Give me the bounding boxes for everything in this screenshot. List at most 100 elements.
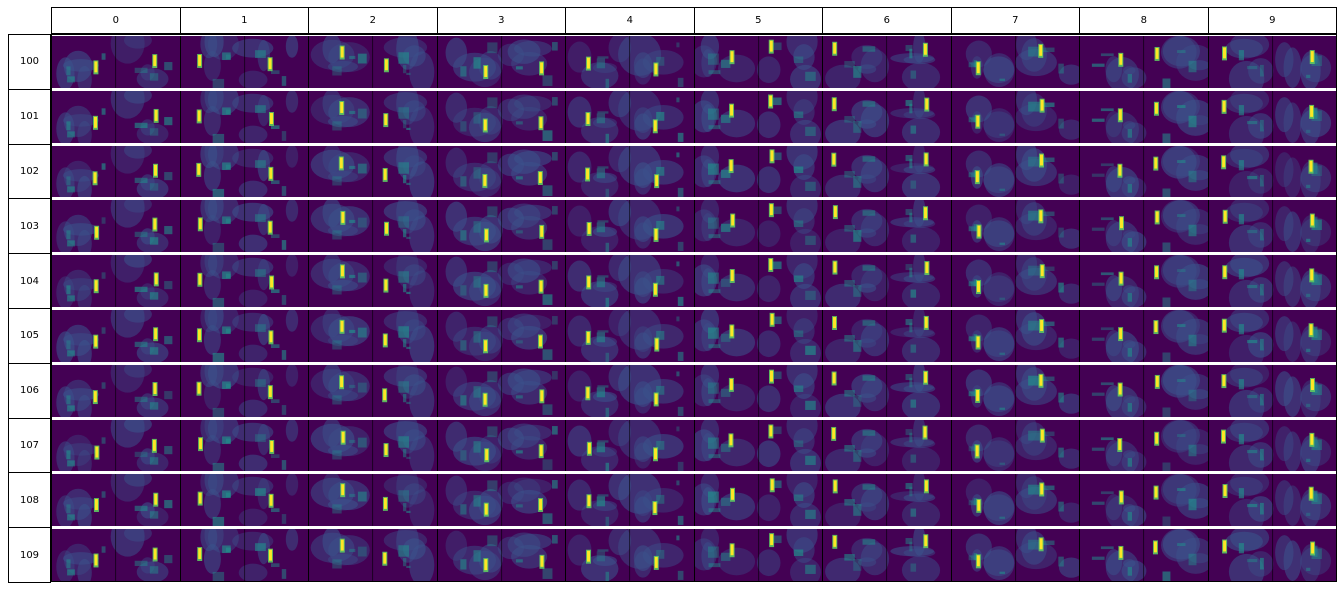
feature-map-pair	[310, 364, 435, 417]
row-separator	[51, 417, 1336, 420]
feature-map-pair	[445, 474, 558, 527]
heatmap-cell	[1079, 474, 1209, 527]
feature-map-pair	[825, 255, 941, 307]
heatmap-cell	[693, 255, 823, 307]
heatmap-cell	[1079, 36, 1209, 88]
feature-map-pair	[310, 145, 435, 198]
row-separator	[51, 34, 1336, 36]
heatmap-cell	[693, 364, 823, 417]
column-header: 4	[565, 7, 695, 34]
feature-map-pair	[445, 90, 558, 143]
heatmap-cell	[51, 529, 181, 581]
feature-map-pair	[445, 310, 558, 362]
heatmap-cell	[565, 310, 695, 362]
heatmap-cell	[565, 145, 695, 198]
heatmap-cell	[179, 474, 309, 527]
feature-map-pair	[1091, 419, 1208, 472]
heatmap-cell	[822, 36, 952, 88]
feature-map-pair	[196, 36, 298, 88]
feature-map-pair	[56, 200, 173, 253]
feature-map-pair	[56, 419, 173, 472]
feature-map-pair	[196, 310, 298, 362]
feature-map-pair	[825, 90, 941, 143]
feature-map-pair	[445, 529, 558, 581]
row-separator	[51, 527, 1336, 530]
feature-map-pair	[567, 419, 684, 472]
heatmap-cell	[565, 529, 695, 581]
row-header: 103	[8, 198, 51, 255]
heatmap-cell	[565, 474, 695, 527]
feature-map-pair	[825, 364, 941, 417]
heatmap-cell	[693, 419, 823, 472]
row-separator	[51, 472, 1336, 475]
feature-map-pair	[825, 419, 941, 472]
heatmap-cell	[1079, 529, 1209, 581]
column-header: 1	[179, 7, 309, 34]
feature-map-pair	[694, 529, 821, 581]
row-header: 104	[8, 253, 51, 309]
feature-map-pair	[1091, 364, 1208, 417]
feature-map-pair	[1220, 419, 1331, 472]
heatmap-cell	[179, 255, 309, 307]
heatmap-cell	[950, 255, 1080, 307]
heatmap-cell	[1207, 310, 1337, 362]
heatmap-cell	[436, 200, 566, 253]
heatmap-cell	[436, 474, 566, 527]
feature-map-pair	[310, 255, 435, 307]
row-separator	[51, 253, 1336, 256]
feature-map-pair	[825, 145, 941, 198]
heatmap-cell	[308, 200, 438, 253]
row-header: 102	[8, 143, 51, 200]
column-header: 0	[51, 7, 181, 34]
feature-map-pair	[965, 145, 1079, 198]
column-header: 5	[693, 7, 823, 34]
feature-map-pair	[197, 419, 298, 472]
row-separator	[51, 198, 1336, 201]
feature-map-pair	[196, 255, 298, 307]
heatmap-cell	[51, 90, 181, 143]
heatmap-cell	[950, 419, 1080, 472]
heatmap-cell	[693, 474, 823, 527]
feature-map-pair	[310, 529, 435, 581]
heatmap-cell	[1079, 419, 1209, 472]
heatmap-cell	[308, 255, 438, 307]
heatmap-cell	[436, 529, 566, 581]
feature-map-pair	[1221, 529, 1331, 581]
feature-map-pair	[1091, 36, 1208, 88]
feature-map-pair	[567, 529, 684, 581]
heatmap-cell	[179, 36, 309, 88]
heatmap-cell	[51, 364, 181, 417]
heatmap-cell	[51, 36, 181, 88]
heatmap-cell	[950, 474, 1080, 527]
column-header: 6	[822, 7, 952, 34]
feature-map-pair	[965, 36, 1079, 88]
heatmap-cell	[822, 474, 952, 527]
row-header: 101	[8, 88, 51, 145]
column-header: 2	[308, 7, 438, 34]
feature-map-pair	[56, 255, 173, 307]
heatmap-cell	[308, 310, 438, 362]
feature-map-pair	[196, 90, 298, 143]
feature-map-pair	[567, 310, 684, 362]
heatmap-cell	[950, 364, 1080, 417]
heatmap-cell	[308, 145, 438, 198]
feature-map-pair	[56, 310, 173, 362]
feature-map-pair	[56, 145, 173, 198]
feature-map-pair	[694, 419, 821, 472]
heatmap-cell	[51, 255, 181, 307]
feature-map-pair	[1222, 200, 1331, 253]
feature-map-pair	[694, 310, 821, 362]
heatmap-cell	[308, 474, 438, 527]
row-separator	[51, 308, 1336, 310]
feature-map-pair	[694, 36, 821, 88]
feature-map-pair	[56, 36, 173, 88]
heatmap-cell	[179, 310, 309, 362]
column-header: 3	[436, 7, 566, 34]
feature-map-pair	[310, 419, 435, 472]
heatmap-cell	[308, 364, 438, 417]
feature-map-pair	[445, 419, 558, 472]
heatmap-cell	[693, 529, 823, 581]
heatmap-cell	[565, 364, 695, 417]
heatmap-cell	[51, 310, 181, 362]
